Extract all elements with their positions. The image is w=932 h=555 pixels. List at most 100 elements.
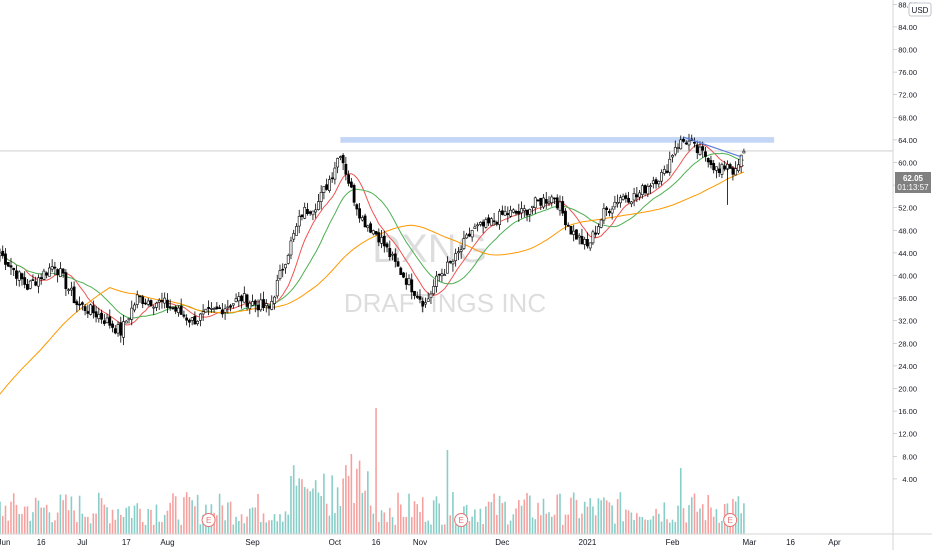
candle-body	[737, 164, 740, 172]
moving-average-line	[0, 171, 745, 395]
candle-body	[196, 320, 200, 324]
volume-bar	[367, 471, 369, 534]
candle-body	[533, 197, 537, 208]
candle-body	[300, 214, 304, 218]
volume-bar	[715, 509, 718, 534]
currency-badge[interactable]	[908, 2, 932, 17]
volume-bar	[660, 521, 663, 534]
volume-bar	[452, 492, 454, 534]
candle-body	[498, 210, 501, 225]
time-tick-label: Apr	[828, 538, 841, 547]
candle-body	[15, 270, 18, 279]
candle-body	[226, 306, 230, 309]
candle-body	[654, 179, 658, 185]
candle-body	[182, 314, 186, 317]
candle-body	[577, 235, 581, 238]
volume-bars	[0, 408, 745, 534]
candle-body	[575, 229, 578, 240]
volume-bar	[419, 511, 421, 534]
candle-body	[322, 186, 326, 193]
volume-bar	[581, 513, 583, 534]
countdown-label: 01:13:57	[897, 183, 929, 192]
volume-bar	[218, 493, 221, 534]
volume-bar	[438, 503, 440, 534]
volume-bar	[158, 521, 161, 534]
candle-body	[45, 272, 49, 276]
candle-body	[122, 321, 125, 338]
last-price-badge	[895, 172, 931, 193]
candle-body	[264, 303, 268, 306]
volume-bar	[652, 515, 655, 534]
volume-bar	[402, 516, 405, 534]
candle-body	[248, 302, 252, 309]
candle-body	[684, 142, 688, 145]
price-axis[interactable]: 4.00 8.00 12.00 16.00 20.00 24.00 28.00 32.00 36…	[893, 0, 917, 484]
candle-body	[61, 268, 65, 274]
candle-body	[338, 156, 342, 158]
candle-body	[297, 215, 301, 227]
time-axis[interactable]: Jun 16 Jul 17 Aug Sep Oct 16 Nov Dec 2021 Feb Mar 16 A…	[0, 538, 841, 547]
volume-bar	[518, 499, 520, 534]
volume-bar	[257, 493, 259, 534]
candle-body	[124, 320, 128, 324]
candle-body	[20, 273, 24, 280]
price-tick-label: 44.00	[898, 249, 917, 258]
candle-body	[465, 234, 469, 239]
volume-bar	[21, 513, 23, 534]
volume-bar	[100, 498, 103, 534]
volume-bar	[15, 504, 18, 534]
candle-body	[215, 306, 219, 310]
candle-body	[220, 309, 224, 315]
volume-bar	[685, 522, 688, 534]
volume-bar	[578, 518, 580, 534]
candle-body	[410, 279, 414, 293]
volume-bar	[301, 479, 303, 534]
candle-body	[525, 209, 529, 216]
volume-bar	[147, 508, 150, 534]
volume-bar	[1, 515, 4, 534]
volume-bar	[443, 524, 446, 534]
volume-bar	[18, 513, 21, 534]
volume-bar	[487, 501, 490, 534]
candle-body	[163, 297, 167, 304]
volume-bar	[586, 506, 589, 534]
candle-body	[336, 158, 340, 168]
candle-body	[476, 224, 480, 227]
candle-body	[607, 211, 611, 214]
candle-body	[289, 240, 293, 256]
volume-bar	[655, 508, 657, 534]
candle-body	[492, 220, 496, 223]
volume-bar	[125, 507, 128, 534]
candle-body	[586, 239, 589, 247]
volume-bar	[501, 503, 504, 534]
volume-bar	[482, 524, 484, 534]
candle-body	[605, 207, 609, 210]
volume-bar	[199, 524, 202, 534]
candle-body	[9, 265, 13, 268]
price-tick-label: 84.00	[898, 23, 917, 32]
time-tick-label: 17	[122, 538, 131, 547]
volume-bar	[29, 520, 31, 534]
candle-body	[67, 289, 71, 291]
volume-bar	[399, 504, 402, 534]
time-tick-label: Dec	[495, 538, 509, 547]
watermark-company: DRAFTINGS INC	[344, 288, 546, 318]
volume-bar	[668, 522, 671, 534]
volume-bar	[284, 511, 287, 534]
candle-body	[231, 303, 235, 306]
trendline-layer[interactable]	[683, 136, 742, 158]
candle-body	[201, 311, 205, 315]
volume-bar	[166, 510, 169, 534]
candle-body	[37, 277, 40, 287]
volume-bar	[674, 521, 677, 534]
volume-bar	[474, 509, 476, 534]
candle-body	[149, 300, 153, 307]
volume-bar	[248, 508, 251, 534]
volume-bar	[493, 493, 495, 534]
candle-body	[259, 299, 263, 311]
volume-bar	[117, 509, 119, 534]
volume-bar	[10, 501, 12, 534]
